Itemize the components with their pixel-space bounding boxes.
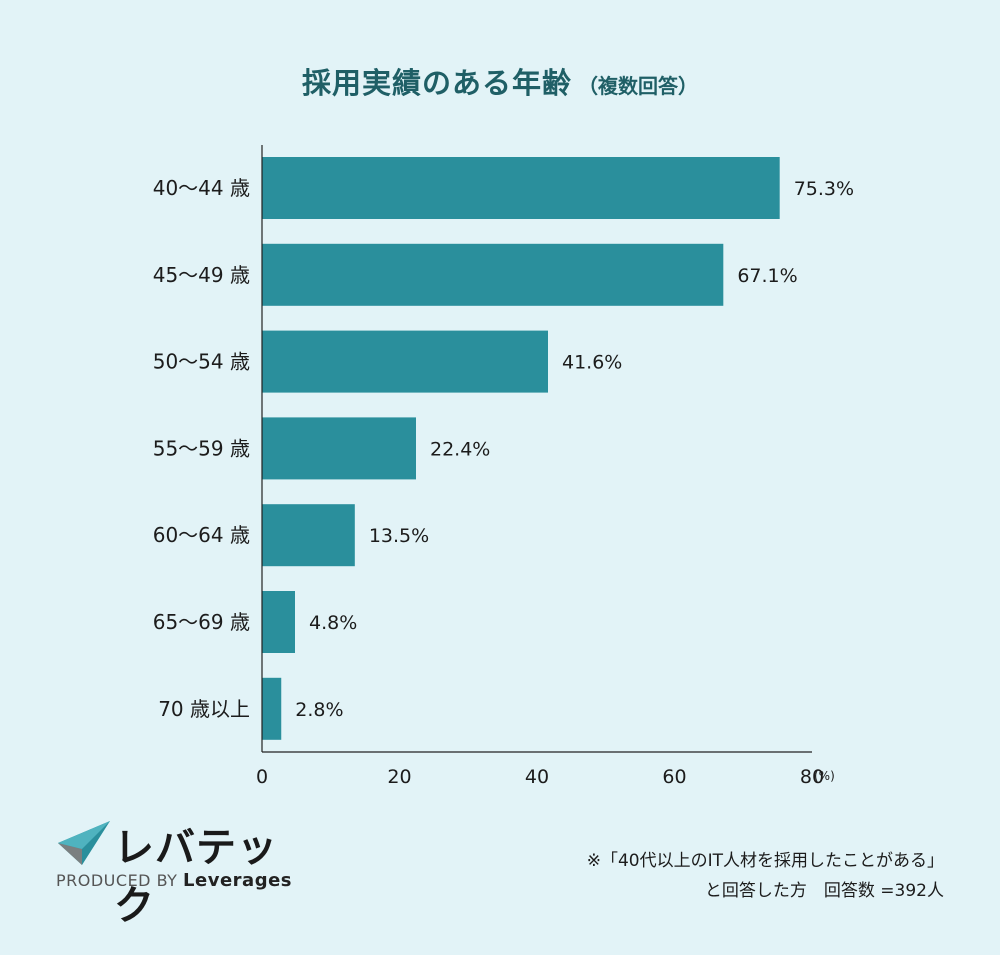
value-label: 41.6% bbox=[562, 352, 622, 374]
brand-name: レバテック bbox=[114, 825, 278, 929]
category-label: 45〜49 歳 bbox=[153, 263, 250, 287]
bar bbox=[262, 243, 724, 306]
x-tick-label: 40 bbox=[525, 766, 549, 788]
category-label: 60〜64 歳 bbox=[153, 523, 250, 547]
category-label: 40〜44 歳 bbox=[153, 176, 250, 200]
value-label: 13.5% bbox=[369, 525, 429, 547]
category-label: 70 歳以上 bbox=[158, 697, 250, 721]
bar bbox=[262, 504, 355, 567]
chart-title-main: 採用実績のある年齢 bbox=[301, 66, 572, 100]
bar bbox=[262, 417, 416, 480]
footnote-line-1: ※「40代以上のIT人材を採用したことがある」 bbox=[586, 851, 944, 871]
produced-by-label: PRODUCED BY bbox=[56, 871, 178, 890]
value-label: 2.8% bbox=[295, 699, 343, 721]
brand-logo: レバテック PRODUCED BY Leverages bbox=[56, 815, 306, 929]
brand-arrow-icon bbox=[58, 821, 110, 865]
x-unit-label: (%) bbox=[814, 769, 835, 783]
bar bbox=[262, 591, 295, 653]
category-label: 50〜54 歳 bbox=[153, 350, 250, 374]
category-label: 55〜59 歳 bbox=[153, 436, 250, 460]
bar bbox=[262, 677, 282, 740]
value-label: 22.4% bbox=[430, 438, 490, 460]
x-tick-label: 0 bbox=[256, 766, 268, 788]
footnote-line-2: と回答した方 回答数 =392人 bbox=[704, 881, 944, 901]
company-name: Leverages bbox=[183, 870, 292, 891]
chart-title-sub: （複数回答） bbox=[578, 74, 698, 98]
bar-chart: 40〜44 歳 75.3% 45〜49 歳 67.1% 50〜54 歳 41.6% 55〜5… bbox=[153, 145, 854, 788]
value-label: 4.8% bbox=[309, 612, 357, 634]
footnote: ※「40代以上のIT人材を採用したことがある」 と回答した方 回答数 =392人 bbox=[587, 846, 944, 906]
bar bbox=[262, 157, 780, 219]
produced-by: PRODUCED BY Leverages bbox=[56, 870, 292, 891]
bar bbox=[262, 330, 548, 393]
value-label: 75.3% bbox=[794, 178, 854, 200]
chart-title: 採用実績のある年齢 （複数回答） bbox=[0, 60, 1000, 102]
x-tick-label: 80 bbox=[800, 766, 824, 788]
category-label: 65〜69 歳 bbox=[153, 610, 250, 634]
value-label: 67.1% bbox=[737, 265, 797, 287]
x-tick-label: 60 bbox=[662, 766, 686, 788]
x-tick-label: 20 bbox=[387, 766, 411, 788]
